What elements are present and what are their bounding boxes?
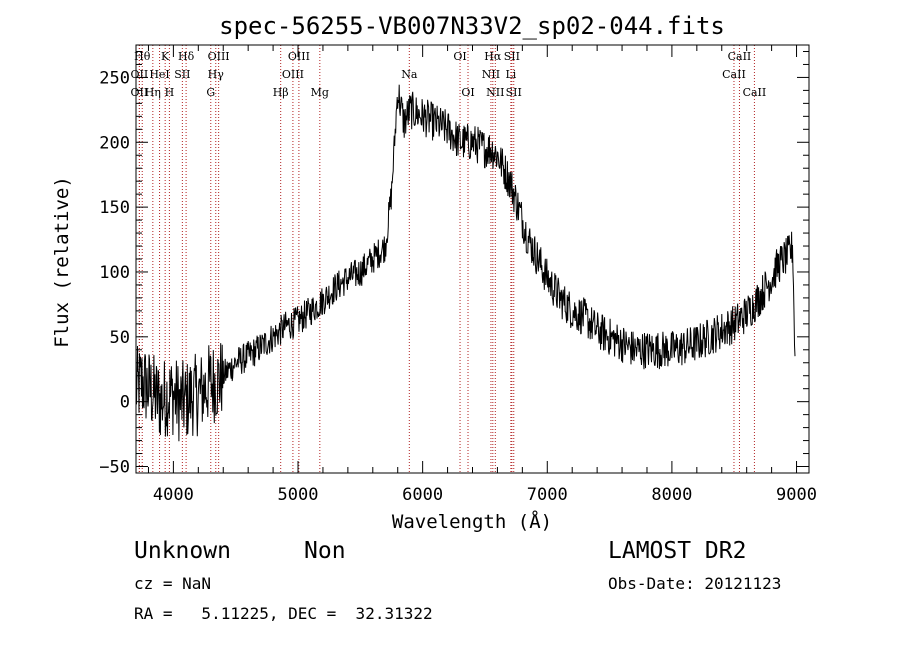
tick-labels: 4000 5000 6000 7000 8000 9000 −50 0 50 100 150 200 2…	[99, 68, 817, 505]
x-tick-label: 8000	[651, 485, 692, 505]
line-label: Li	[505, 68, 516, 81]
survey-name: LAMOST DR2	[608, 538, 747, 564]
coordinates: RA = 5.11225, DEC = 32.31322	[134, 604, 433, 623]
chart-title: spec-56255-VB007N33V2_sp02-044.fits	[219, 12, 725, 40]
y-tick-label: 100	[99, 263, 130, 283]
line-label: H	[165, 86, 175, 99]
line-label: SII	[174, 68, 190, 81]
line-label: OII	[131, 86, 149, 99]
line-label: Hβ	[273, 86, 289, 99]
y-axis-label: Flux (relative)	[51, 176, 73, 348]
line-label: Hθ	[134, 50, 151, 63]
line-label: K	[161, 50, 170, 63]
line-label: Hη	[145, 86, 161, 99]
line-label: Hα	[484, 50, 502, 63]
line-label: HeI	[149, 68, 169, 81]
line-label: OIII	[208, 50, 230, 63]
line-label: Hγ	[208, 68, 225, 81]
redshift-value: cz = NaN	[134, 574, 212, 593]
spectrum-chart: spec-56255-VB007N33V2_sp02-044.fits Wave…	[51, 12, 817, 533]
line-label: SII	[506, 86, 522, 99]
line-label: Mg	[311, 86, 329, 99]
object-subclass: Non	[304, 538, 346, 564]
y-tick-label: 150	[99, 198, 130, 218]
y-tick-label: −50	[99, 458, 130, 478]
spectrum-line	[135, 84, 796, 442]
line-labels: HθOIIOIIHηHeIKHSIIHδGHγOIIIHβOIIIOIIIMgN…	[131, 50, 767, 99]
axis-ticks	[136, 45, 809, 473]
x-tick-label: 6000	[402, 485, 443, 505]
observation-date: Obs-Date: 20121123	[608, 574, 782, 593]
line-label: OI	[453, 50, 466, 63]
y-tick-label: 0	[120, 393, 130, 413]
line-label: Hδ	[178, 50, 195, 63]
plot-frame	[135, 44, 810, 474]
line-label: OII	[131, 68, 149, 81]
line-label: CaII	[728, 50, 752, 63]
y-tick-label: 50	[110, 328, 130, 348]
x-tick-label: 5000	[278, 485, 319, 505]
line-label: CaII	[743, 86, 767, 99]
line-label: G	[206, 86, 215, 99]
line-label: OI	[461, 86, 474, 99]
y-tick-label: 200	[99, 133, 130, 153]
line-label: OIII	[288, 50, 310, 63]
y-tick-label: 250	[99, 68, 130, 88]
line-markers	[138, 45, 755, 473]
line-label: NII	[482, 68, 500, 81]
x-axis-label: Wavelength (Å)	[392, 510, 552, 533]
line-label: SII	[504, 50, 520, 63]
x-tick-label: 4000	[153, 485, 194, 505]
x-tick-label: 7000	[527, 485, 568, 505]
line-label: CaII	[722, 68, 746, 81]
x-tick-label: 9000	[776, 485, 817, 505]
line-label: Na	[401, 68, 418, 81]
line-label: NII	[486, 86, 504, 99]
line-label: OIII	[282, 68, 304, 81]
object-class: Unknown	[134, 538, 231, 564]
